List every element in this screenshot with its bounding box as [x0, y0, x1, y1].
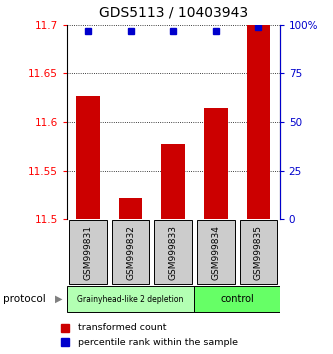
- Text: control: control: [220, 294, 254, 304]
- Text: percentile rank within the sample: percentile rank within the sample: [78, 338, 238, 347]
- Text: ▶: ▶: [55, 294, 63, 304]
- Bar: [155, 220, 192, 284]
- Bar: [194, 286, 280, 312]
- Text: Grainyhead-like 2 depletion: Grainyhead-like 2 depletion: [77, 295, 184, 304]
- Bar: [76, 96, 100, 219]
- Text: GSM999831: GSM999831: [83, 225, 93, 280]
- Text: GSM999835: GSM999835: [254, 225, 263, 280]
- Bar: [247, 25, 270, 219]
- Bar: [240, 220, 277, 284]
- Title: GDS5113 / 10403943: GDS5113 / 10403943: [99, 5, 248, 19]
- Bar: [67, 286, 194, 312]
- Bar: [119, 198, 142, 219]
- Text: GSM999834: GSM999834: [211, 225, 220, 280]
- Bar: [112, 220, 149, 284]
- Text: GSM999832: GSM999832: [126, 225, 135, 280]
- Text: protocol: protocol: [3, 294, 46, 304]
- Text: GSM999833: GSM999833: [168, 225, 178, 280]
- Bar: [69, 220, 107, 284]
- Text: transformed count: transformed count: [78, 323, 166, 332]
- Bar: [204, 108, 227, 219]
- Bar: [197, 220, 234, 284]
- Bar: [162, 144, 185, 219]
